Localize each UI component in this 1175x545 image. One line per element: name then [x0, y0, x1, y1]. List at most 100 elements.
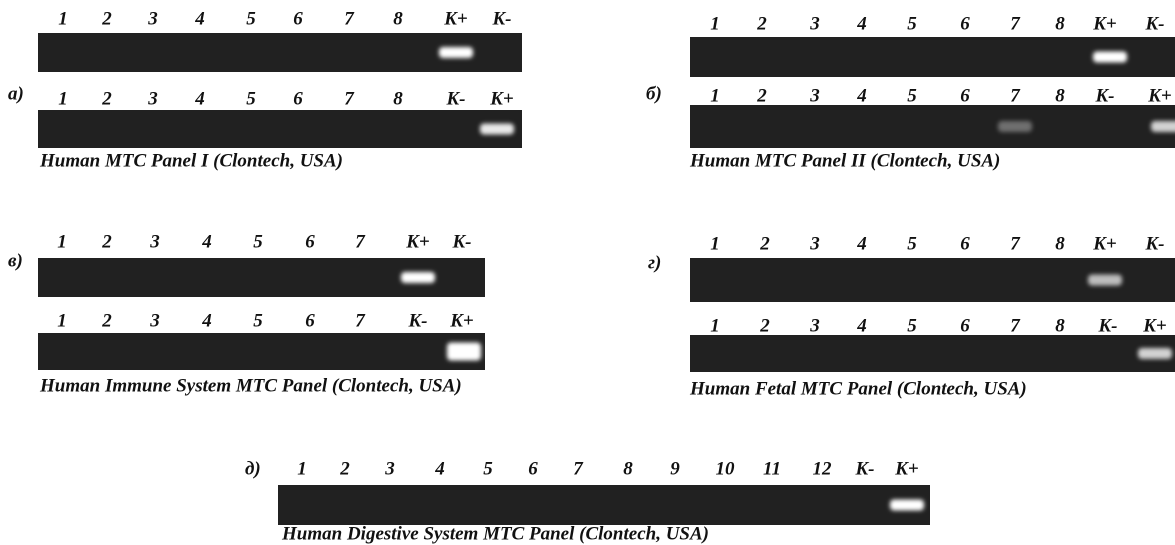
lane-label: 5 [907, 85, 917, 106]
panel-caption: Human Digestive System MTC Panel (Clonte… [281, 523, 709, 544]
lane-label: K- [492, 8, 512, 29]
lane-label: 6 [305, 231, 315, 252]
lane-label: 3 [147, 88, 158, 109]
lane-label: 6 [293, 8, 303, 29]
gel-shade [38, 333, 485, 370]
lane-label: 5 [483, 458, 493, 479]
lane-label: 8 [1055, 13, 1065, 34]
lane-label: 7 [344, 8, 355, 29]
lane-label: 3 [149, 231, 160, 252]
lane-label: 8 [1055, 233, 1065, 254]
lane-label: 8 [393, 88, 403, 109]
lane-label: 8 [393, 8, 403, 29]
lane-label: 12 [813, 458, 833, 479]
lane-label: 1 [58, 88, 68, 109]
lane-label: 3 [809, 85, 820, 106]
dna-band [401, 272, 435, 283]
lane-label: 4 [201, 231, 212, 252]
lane-label: K- [1095, 85, 1115, 106]
lane-label: 10 [716, 458, 736, 479]
lane-label: 11 [763, 458, 781, 479]
panel-caption: Human Immune System MTC Panel (Clontech,… [39, 375, 462, 396]
lane-label: 3 [809, 13, 820, 34]
lane-label: 5 [246, 8, 256, 29]
lane-label: 4 [201, 310, 212, 331]
lane-label: 6 [293, 88, 303, 109]
lane-label: 5 [907, 315, 917, 336]
lane-label: 9 [670, 458, 680, 479]
lane-label: K+ [1092, 233, 1117, 254]
lane-label: K- [446, 88, 466, 109]
lane-label: 8 [1055, 85, 1065, 106]
lane-label: 5 [907, 233, 917, 254]
lane-label: 2 [756, 85, 767, 106]
lane-label: 3 [384, 458, 395, 479]
lane-label: 5 [246, 88, 256, 109]
lane-label: 2 [101, 231, 112, 252]
lane-label: 5 [907, 13, 917, 34]
lane-label: K- [1098, 315, 1118, 336]
lane-label: K+ [449, 310, 474, 331]
lane-label: K+ [1147, 85, 1172, 106]
lane-label: 6 [528, 458, 538, 479]
lane-label: 7 [1010, 13, 1021, 34]
lane-label: 6 [960, 233, 970, 254]
lane-label: 2 [756, 13, 767, 34]
lane-label: 1 [710, 315, 720, 336]
panel-label: а) [8, 83, 24, 104]
lane-label: 4 [856, 233, 867, 254]
figure: а)12345678K+K-12345678K-K+Human MTC Pane… [0, 0, 1175, 545]
lane-label: 1 [57, 310, 67, 331]
panel-label: в) [8, 250, 23, 271]
lane-label: 6 [305, 310, 315, 331]
dna-band [1151, 121, 1175, 132]
lane-label: K+ [405, 231, 430, 252]
lane-label: 7 [1010, 85, 1021, 106]
lane-label: 7 [1010, 315, 1021, 336]
lane-label: K- [1145, 13, 1165, 34]
lane-label: 4 [856, 13, 867, 34]
lane-label: 3 [809, 315, 820, 336]
lane-label: 8 [1055, 315, 1065, 336]
dna-band [480, 124, 514, 135]
panel-label: д) [245, 458, 261, 479]
lane-label: K+ [443, 8, 468, 29]
lane-label: K- [855, 458, 875, 479]
lane-label: 3 [809, 233, 820, 254]
lane-label: K+ [489, 88, 514, 109]
dna-band [890, 500, 924, 511]
gel-shade [38, 110, 522, 148]
gel-shade [690, 335, 1175, 372]
dna-band [447, 343, 481, 361]
lane-label: 1 [297, 458, 307, 479]
dna-band [1093, 52, 1127, 63]
panel-label: г) [648, 252, 661, 273]
lane-label: 4 [194, 8, 205, 29]
lane-label: 1 [58, 8, 68, 29]
lane-label: 2 [339, 458, 350, 479]
lane-label: 2 [759, 233, 770, 254]
lane-label: 1 [710, 85, 720, 106]
lane-label: 7 [355, 310, 366, 331]
lane-label: 6 [960, 13, 970, 34]
lane-label: 1 [57, 231, 67, 252]
lane-label: 2 [101, 8, 112, 29]
lane-label: 2 [101, 88, 112, 109]
lane-label: K- [408, 310, 428, 331]
dna-band [1088, 275, 1122, 286]
panel-label: б) [646, 83, 662, 104]
panel-caption: Human MTC Panel I (Clontech, USA) [39, 150, 343, 171]
lane-label: 6 [960, 85, 970, 106]
lane-label: K+ [894, 458, 919, 479]
lane-label: 5 [253, 231, 263, 252]
panel-caption: Human Fetal MTC Panel (Clontech, USA) [689, 378, 1027, 399]
lane-label: 7 [573, 458, 584, 479]
lane-label: 7 [355, 231, 366, 252]
lane-label: 2 [101, 310, 112, 331]
lane-label: 2 [759, 315, 770, 336]
lane-label: K- [452, 231, 472, 252]
